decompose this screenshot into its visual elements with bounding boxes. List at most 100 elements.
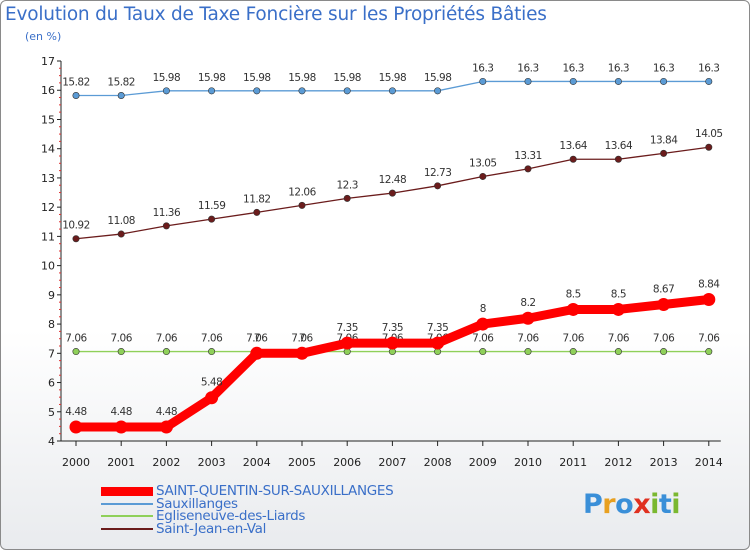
data-label: 12.3 — [337, 179, 358, 191]
data-point — [388, 189, 396, 197]
data-label: 8.5 — [611, 288, 626, 300]
data-point — [476, 317, 490, 331]
y-tick-label: 12 — [41, 201, 55, 214]
data-label: 7.06 — [201, 333, 223, 345]
y-tick-label: 16 — [41, 84, 55, 97]
data-label: 14.05 — [695, 128, 723, 140]
data-point — [569, 77, 577, 85]
x-tick-label: 2003 — [198, 456, 226, 469]
data-label: 7.06 — [111, 333, 133, 345]
logo-letter: P — [583, 489, 603, 520]
data-label: 12.48 — [379, 174, 407, 186]
data-label: 16.3 — [563, 62, 584, 74]
data-label: 8 — [480, 303, 486, 315]
y-tick-label: 17 — [41, 55, 55, 68]
data-point — [479, 348, 487, 356]
data-point — [611, 302, 625, 316]
x-tick-label: 2002 — [152, 456, 180, 469]
data-point — [295, 346, 309, 360]
data-point — [524, 165, 532, 173]
data-point — [569, 155, 577, 163]
legend-swatch — [101, 502, 153, 505]
data-label: 15.98 — [243, 72, 271, 84]
data-label: 7.06 — [291, 333, 313, 345]
x-tick-label: 2006 — [333, 456, 361, 469]
data-point — [569, 348, 577, 356]
data-label: 7 — [299, 332, 305, 344]
data-label: 7.06 — [65, 333, 87, 345]
data-label: 4.48 — [156, 406, 177, 418]
data-label: 7.06 — [608, 333, 630, 345]
data-label: 7.06 — [653, 333, 675, 345]
legend-label: Saint-Jean-en-Val — [156, 520, 267, 537]
data-point — [340, 336, 354, 350]
data-label: 7.06 — [246, 333, 268, 345]
data-point — [660, 348, 668, 356]
data-point — [524, 348, 532, 356]
x-tick-label: 2011 — [559, 456, 587, 469]
data-label: 16.3 — [608, 62, 629, 74]
chart-subtitle: (en %) — [25, 30, 62, 43]
data-point — [705, 143, 713, 151]
data-label: 7.06 — [472, 333, 494, 345]
legend-swatch — [101, 486, 153, 496]
data-label: 4.48 — [111, 406, 132, 418]
data-label: 16.3 — [698, 62, 719, 74]
data-point — [69, 420, 83, 434]
data-label: 8.2 — [520, 297, 535, 309]
data-point — [298, 87, 306, 95]
data-label: 13.31 — [514, 150, 542, 162]
data-label: 16.3 — [472, 62, 493, 74]
data-label: 7.35 — [427, 322, 448, 334]
y-tick-label: 6 — [48, 377, 55, 390]
data-point — [298, 201, 306, 209]
y-tick-label: 7 — [48, 347, 55, 360]
data-label: 11.36 — [153, 207, 181, 219]
data-point — [614, 348, 622, 356]
data-point — [162, 87, 170, 95]
data-label: 8.5 — [566, 288, 581, 300]
data-point — [117, 348, 125, 356]
data-label: 11.82 — [243, 193, 271, 205]
data-point — [657, 297, 671, 311]
data-label: 13.05 — [469, 157, 497, 169]
x-tick-label: 2007 — [378, 456, 406, 469]
legend-swatch — [101, 515, 153, 517]
data-point — [479, 172, 487, 180]
y-tick-label: 4 — [48, 435, 55, 448]
data-point — [479, 77, 487, 85]
data-label: 15.82 — [107, 76, 135, 88]
y-tick-label: 10 — [41, 260, 55, 273]
data-point — [162, 348, 170, 356]
data-point — [253, 208, 261, 216]
data-label: 7.06 — [517, 333, 539, 345]
data-label: 13.64 — [559, 140, 587, 152]
data-label: 5.48 — [201, 377, 222, 389]
data-label: 8.67 — [653, 283, 674, 295]
data-label: 10.92 — [62, 220, 90, 232]
y-tick-label: 9 — [48, 289, 55, 302]
data-label: 15.82 — [62, 76, 90, 88]
data-point — [385, 336, 399, 350]
x-tick-label: 2004 — [243, 456, 271, 469]
data-point — [114, 420, 128, 434]
data-point — [72, 91, 80, 99]
data-label: 13.84 — [650, 134, 678, 146]
data-point — [705, 77, 713, 85]
data-point — [705, 348, 713, 356]
x-tick-label: 2009 — [469, 456, 497, 469]
data-point — [566, 302, 580, 316]
data-point — [660, 149, 668, 157]
data-point — [117, 91, 125, 99]
x-tick-label: 2005 — [288, 456, 316, 469]
data-label: 7 — [254, 332, 260, 344]
data-label: 16.3 — [653, 62, 674, 74]
data-label: 4.48 — [65, 406, 86, 418]
data-label: 11.59 — [198, 200, 226, 212]
x-tick-label: 2013 — [650, 456, 678, 469]
chart-title: Evolution du Taux de Taxe Foncière sur l… — [5, 4, 547, 25]
data-point — [159, 420, 173, 434]
data-label: 12.06 — [288, 186, 316, 198]
x-tick-label: 2012 — [604, 456, 632, 469]
